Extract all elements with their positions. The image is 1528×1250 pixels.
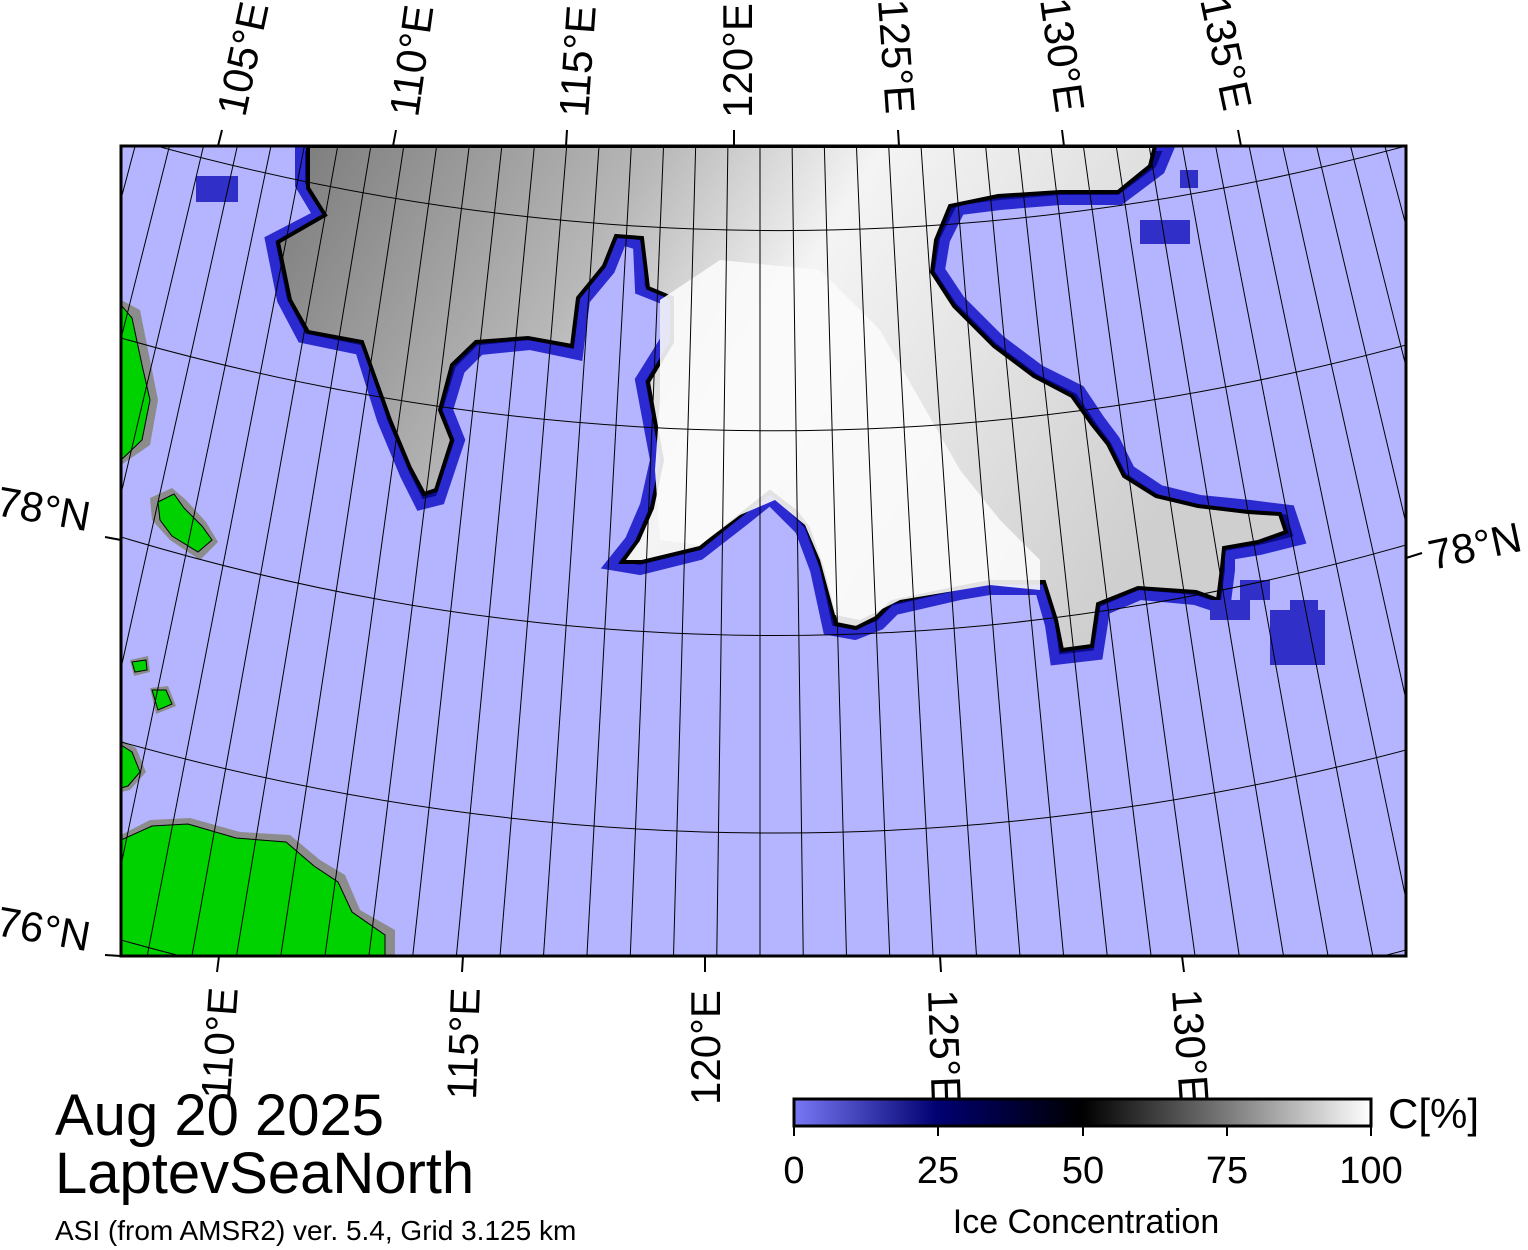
map-area xyxy=(0,130,1406,960)
meridian-line xyxy=(1315,146,1406,526)
meridian-line xyxy=(368,146,470,956)
lon-label-top: 135°E xyxy=(1191,0,1261,114)
meridian-line xyxy=(586,146,632,956)
colorbar-tick-label: 75 xyxy=(1205,1150,1249,1192)
lat-label-right: 78°N xyxy=(1424,513,1526,578)
meridian-line xyxy=(1082,146,1196,956)
map-frame xyxy=(119,144,1408,958)
meridian-line xyxy=(455,146,535,956)
lon-label-bottom: 110°E xyxy=(192,986,247,1101)
lon-label-top: 110°E xyxy=(380,2,442,119)
colorbar-tick-label: 50 xyxy=(1061,1150,1105,1192)
meridian-line xyxy=(0,130,105,960)
colorbar-unit: C[%] xyxy=(1388,1090,1480,1137)
meridian-line xyxy=(716,146,729,956)
colorbar-tick-label: 0 xyxy=(783,1150,805,1192)
meridian-line xyxy=(324,146,438,956)
ice-pack-core xyxy=(655,260,1040,620)
meridian-line xyxy=(1181,146,1329,956)
map-region: LaptevSeaNorth xyxy=(55,1141,475,1206)
meridian-line xyxy=(0,130,1,960)
meridian-line xyxy=(499,146,568,956)
lon-label-bottom: 130°E xyxy=(1163,987,1218,1105)
low-ice-patches xyxy=(196,170,1325,665)
meridian-line xyxy=(280,146,405,956)
frame-ticks xyxy=(104,129,1423,973)
lon-label-bottom: 120°E xyxy=(682,990,729,1105)
meridian-line xyxy=(888,146,934,956)
colorbar xyxy=(792,1097,1373,1136)
map-date: Aug 20 2025 xyxy=(55,1083,384,1148)
meridian-line xyxy=(1148,146,1285,956)
top-lon-labels: 105°E 110°E 115°E 120°E 125°E 130°E 135°… xyxy=(208,0,1261,120)
meridian-line xyxy=(121,146,170,341)
meridian-line xyxy=(0,130,36,960)
meridian-line xyxy=(146,146,305,956)
lon-label-top: 130°E xyxy=(1031,0,1094,115)
meridian-line xyxy=(920,146,978,956)
meridian-line xyxy=(791,146,804,956)
meridian-line xyxy=(1350,146,1406,369)
meridian-line xyxy=(1248,146,1406,902)
meridian-line xyxy=(542,146,600,956)
lat-label-left: 78°N xyxy=(0,478,94,541)
meridian-line xyxy=(121,146,136,202)
lat-label-left: 76°N xyxy=(0,898,94,961)
meridian-line xyxy=(1115,146,1240,956)
map-source: ASI (from AMSR2) ver. 5.4, Grid 3.125 km xyxy=(55,1215,577,1246)
lon-label-top: 105°E xyxy=(208,0,278,120)
bottom-lon-labels: 110°E 115°E 120°E 125°E 130°E xyxy=(192,986,1218,1105)
meridian-line xyxy=(121,146,205,496)
lon-label-bottom: 115°E xyxy=(438,987,489,1100)
lon-label-top: 115°E xyxy=(550,4,605,119)
meridian-line xyxy=(629,146,665,956)
meridian-line xyxy=(1050,146,1152,956)
lon-label-bottom: 125°E xyxy=(919,989,970,1105)
meridian-line xyxy=(235,146,372,956)
lon-label-top: 120°E xyxy=(714,3,761,118)
meridian-line xyxy=(0,130,71,960)
meridian-line xyxy=(1215,146,1374,956)
land-masses xyxy=(121,300,395,956)
lon-label-top: 125°E xyxy=(869,0,924,115)
meridian-line xyxy=(121,146,272,868)
meridian-line xyxy=(855,146,891,956)
parallel-lines xyxy=(121,146,1406,956)
meridian-line xyxy=(985,146,1065,956)
colorbar-tick-label: 25 xyxy=(916,1150,960,1192)
colorbar-tick-label: 100 xyxy=(1339,1150,1403,1192)
colorbar-gradient xyxy=(792,1097,1373,1128)
colorbar-ticks xyxy=(793,1126,1372,1136)
meridian-line xyxy=(1017,146,1108,956)
meridian-line xyxy=(412,146,503,956)
colorbar-label: Ice Concentration xyxy=(952,1203,1220,1241)
meridian-line xyxy=(673,146,697,956)
meridian-line xyxy=(191,146,339,956)
meridian-line xyxy=(823,146,847,956)
meridian-line xyxy=(1282,146,1406,702)
